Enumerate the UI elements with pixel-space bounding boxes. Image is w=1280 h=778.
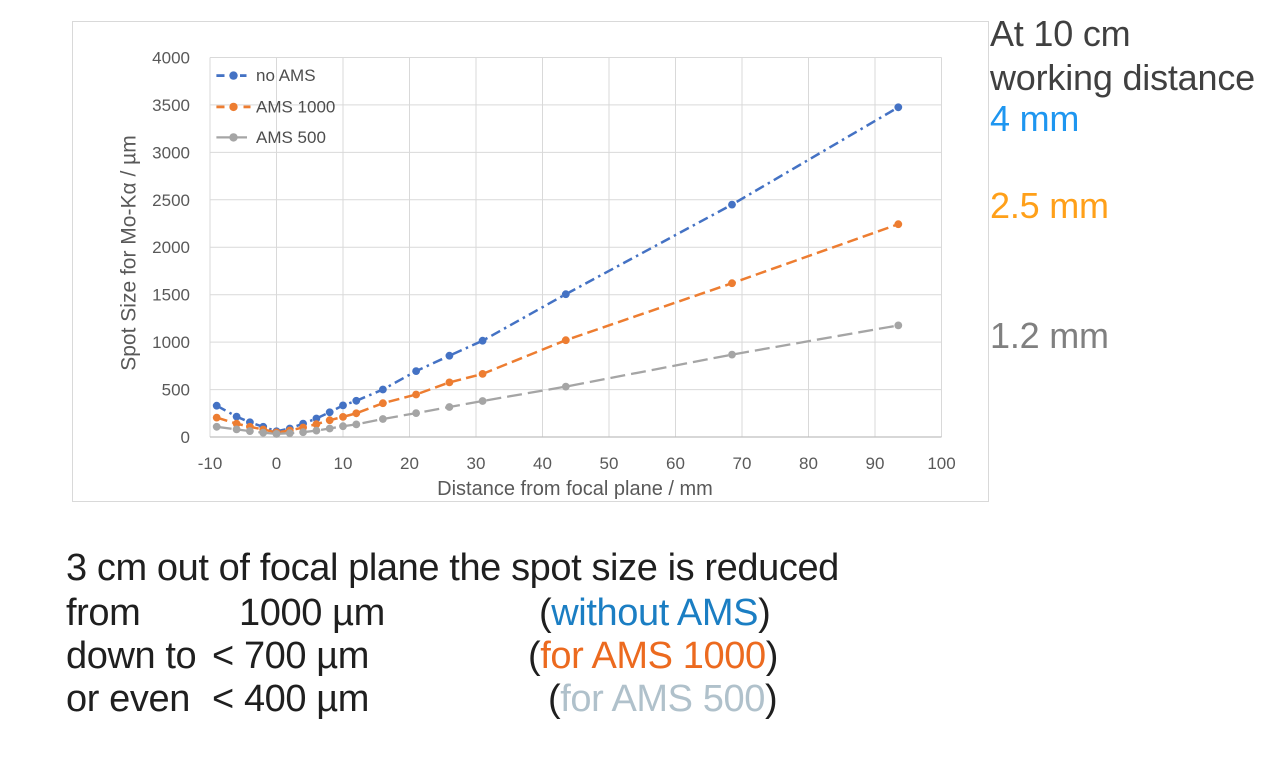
svg-text:2000: 2000 <box>152 238 190 257</box>
svg-text:Distance from focal plane / mm: Distance from focal plane / mm <box>437 478 713 500</box>
svg-text:80: 80 <box>799 454 818 473</box>
svg-text:1000: 1000 <box>152 333 190 352</box>
svg-text:-10: -10 <box>198 454 223 473</box>
svg-text:30: 30 <box>467 454 486 473</box>
svg-text:500: 500 <box>162 381 190 400</box>
svg-text:2500: 2500 <box>152 191 190 210</box>
svg-text:90: 90 <box>866 454 885 473</box>
svg-text:40: 40 <box>533 454 552 473</box>
svg-text:AMS 1000: AMS 1000 <box>256 97 335 116</box>
svg-text:50: 50 <box>600 454 619 473</box>
svg-text:Spot Size for Mo-Kα / µm: Spot Size for Mo-Kα / µm <box>118 135 141 370</box>
svg-text:3000: 3000 <box>152 143 190 162</box>
svg-text:4000: 4000 <box>152 49 190 68</box>
svg-text:20: 20 <box>400 454 419 473</box>
svg-text:10: 10 <box>334 454 353 473</box>
svg-text:70: 70 <box>733 454 752 473</box>
svg-text:AMS 500: AMS 500 <box>256 128 326 147</box>
svg-text:no AMS: no AMS <box>256 66 316 85</box>
svg-text:100: 100 <box>927 454 955 473</box>
svg-text:0: 0 <box>272 454 281 473</box>
svg-text:3500: 3500 <box>152 96 190 115</box>
svg-text:0: 0 <box>181 428 190 447</box>
svg-text:1500: 1500 <box>152 286 190 305</box>
svg-text:60: 60 <box>666 454 685 473</box>
